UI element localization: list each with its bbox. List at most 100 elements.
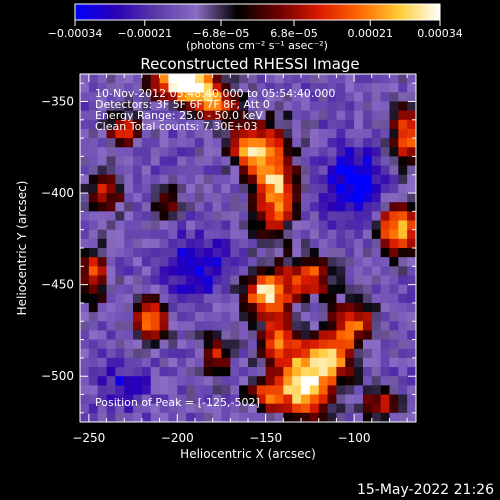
heatmap-cell [371, 275, 382, 286]
heatmap-cell [354, 119, 364, 130]
heatmap-cell [230, 101, 240, 112]
heatmap-cell [159, 348, 169, 359]
x-tick-label: −150 [249, 431, 282, 445]
heatmap-cell [230, 403, 240, 414]
heatmap-cell [141, 128, 152, 139]
heatmap-cell [362, 202, 373, 212]
heatmap-cell [230, 348, 240, 359]
heatmap-cell [88, 128, 99, 139]
heatmap-cell [124, 83, 134, 93]
heatmap-cell [124, 257, 134, 267]
heatmap-cell [292, 348, 302, 359]
heatmap-cell [398, 220, 408, 231]
heatmap-cell [248, 128, 258, 139]
heatmap-cell [168, 257, 178, 267]
heatmap-cell [407, 119, 417, 130]
heatmap-cell [292, 293, 302, 304]
heatmap-cell [150, 229, 160, 240]
heatmap-cell [389, 101, 399, 112]
heatmap-cell [106, 138, 116, 148]
heatmap-cell [221, 376, 231, 386]
heatmap-cell [248, 357, 258, 368]
heatmap-cell [354, 83, 364, 93]
heatmap-cell [97, 119, 107, 130]
heatmap-cell [80, 174, 90, 185]
heatmap-cell [212, 321, 222, 331]
heatmap-cell [159, 412, 169, 423]
heatmap-cell [88, 403, 99, 414]
heatmap-cell [248, 339, 258, 350]
heatmap-cell [212, 257, 222, 267]
heatmap-cell [194, 403, 205, 414]
heatmap-cell [265, 74, 275, 84]
heatmap-cell [133, 183, 143, 194]
heatmap-cell [141, 302, 152, 313]
heatmap-cell [371, 92, 382, 102]
heatmap-cell [124, 376, 134, 386]
heatmap-cell [283, 229, 293, 240]
heatmap-cell [212, 339, 222, 350]
heatmap-cell [318, 385, 328, 395]
heatmap-cell [194, 376, 205, 386]
heatmap-cell [133, 128, 143, 139]
heatmap-cell [159, 165, 169, 176]
heatmap-cell [380, 339, 390, 350]
heatmap-cell [230, 330, 240, 340]
heatmap-cell [80, 248, 90, 258]
heatmap-cell [168, 211, 178, 221]
heatmap-cell [398, 385, 408, 395]
heatmap-cell [141, 266, 152, 276]
heatmap-cell [159, 211, 169, 221]
heatmap-cell [274, 339, 284, 350]
heatmap-cell [283, 321, 293, 331]
heatmap-cell [115, 293, 125, 304]
heatmap-cell [97, 92, 107, 102]
heatmap-cell [177, 202, 187, 212]
heatmap-cell [283, 220, 293, 231]
heatmap-cell [133, 348, 143, 359]
heatmap-cell [327, 284, 337, 295]
heatmap-cell [248, 92, 258, 102]
heatmap-cell [221, 312, 231, 322]
heatmap-cell [354, 302, 364, 313]
heatmap-cell [239, 367, 249, 377]
heatmap-cell [274, 330, 284, 340]
heatmap-cell [389, 92, 399, 102]
heatmap-cell [88, 147, 99, 157]
heatmap-cell [371, 293, 382, 304]
heatmap-cell [265, 257, 275, 267]
heatmap-cell [336, 394, 346, 405]
heatmap-cell [97, 248, 107, 258]
heatmap-cell [159, 284, 169, 295]
heatmap-cell [354, 92, 364, 102]
heatmap-cell [124, 211, 134, 221]
heatmap-cell [354, 128, 364, 139]
heatmap-cell [159, 74, 169, 84]
heatmap-cell [159, 128, 169, 139]
heatmap-cell [230, 284, 240, 295]
heatmap-cell [115, 248, 125, 258]
heatmap-cell [292, 367, 302, 377]
heatmap-cell [248, 385, 258, 395]
heatmap-cell [133, 193, 143, 203]
heatmap-cell [389, 385, 399, 395]
heatmap-cell [309, 403, 320, 414]
heatmap-cell [354, 312, 364, 322]
heatmap-cell [274, 211, 284, 221]
heatmap-cell [186, 193, 196, 203]
heatmap-cell [230, 138, 240, 148]
heatmap-cell [221, 339, 231, 350]
heatmap-cell [141, 211, 152, 221]
heatmap-cell [159, 376, 169, 386]
heatmap-cell [221, 229, 231, 240]
heatmap-cell [354, 211, 364, 221]
heatmap-cell [230, 257, 240, 267]
heatmap-cell [336, 357, 346, 368]
heatmap-cell [239, 220, 249, 231]
heatmap-cell [159, 339, 169, 350]
heatmap-cell [124, 147, 134, 157]
heatmap-cell [221, 193, 231, 203]
heatmap-cell [97, 101, 107, 112]
heatmap-cell [212, 156, 222, 166]
heatmap-cell [345, 412, 355, 423]
